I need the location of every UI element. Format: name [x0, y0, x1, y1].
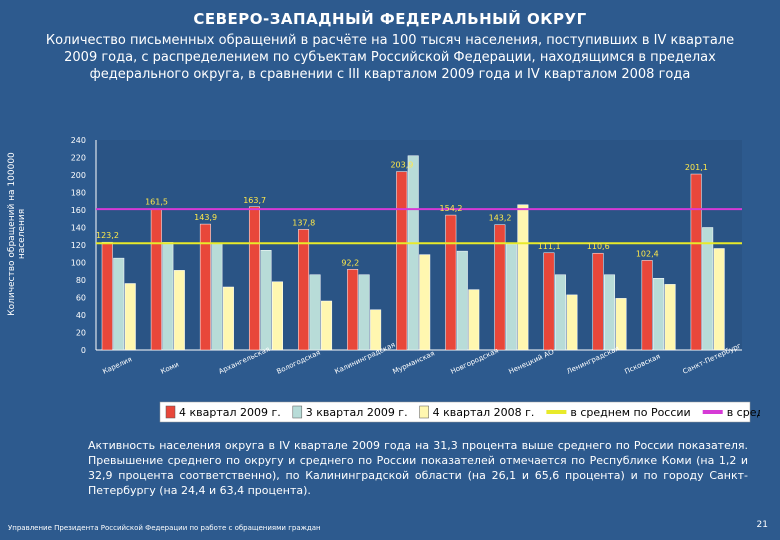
bar-2 — [162, 242, 174, 351]
bar-3 — [173, 270, 185, 351]
bar-3 — [566, 294, 578, 351]
x-tick-label: Мурманская — [391, 349, 435, 375]
bar-1 — [543, 252, 555, 351]
legend-label: в среднем по округу — [727, 406, 760, 419]
legend-label: 3 квартал 2009 г. — [306, 406, 408, 419]
bar-2 — [309, 274, 321, 351]
y-tick-label: 120 — [71, 241, 86, 250]
bar-3 — [271, 281, 283, 351]
y-tick-label: 140 — [71, 224, 86, 233]
y-tick-label: 60 — [76, 294, 86, 303]
legend-label: 4 квартал 2009 г. — [179, 406, 281, 419]
data-label: 143,9 — [194, 213, 217, 222]
data-label: 154,2 — [440, 204, 463, 213]
data-label: 143,2 — [489, 214, 512, 223]
x-tick-label: Коми — [159, 360, 180, 375]
chart-subtitle: Количество письменных обращений в расчёт… — [45, 33, 735, 82]
bar-3 — [321, 300, 333, 351]
bar-2 — [358, 274, 370, 351]
bar-2 — [211, 243, 223, 351]
data-label: 203,9 — [390, 161, 413, 170]
data-label: 137,8 — [292, 218, 315, 227]
bar-3 — [615, 298, 627, 351]
bar-3 — [517, 204, 529, 351]
data-label: 102,4 — [636, 249, 659, 258]
page-title: СЕВЕРО-ЗАПАДНЫЙ ФЕДЕРАЛЬНЫЙ ОКРУГ — [193, 10, 587, 28]
data-label: 111,1 — [538, 242, 561, 251]
bar-3 — [664, 284, 676, 351]
bar-1 — [445, 214, 457, 351]
y-tick-label: 0 — [81, 346, 86, 355]
legend-swatch — [292, 405, 303, 419]
y-tick-label: 100 — [71, 259, 86, 268]
bar-1 — [347, 269, 359, 351]
x-tick-label: Новгородская — [449, 347, 499, 376]
data-label: 201,1 — [685, 163, 708, 172]
bar-1 — [150, 208, 162, 351]
x-tick-label: Вологодская — [275, 349, 321, 376]
x-tick-label: Ненецкий АО — [507, 348, 555, 376]
bar-2 — [456, 250, 468, 351]
bar-2 — [407, 155, 419, 351]
bar-chart: 0 20 40 60 80 100 120 140 160 180 200 220 240 123,2 16… — [71, 136, 760, 423]
y-tick-label: 160 — [71, 206, 86, 215]
data-label: 161,5 — [145, 198, 168, 207]
bar-2 — [260, 250, 272, 351]
bar-1 — [690, 173, 702, 351]
y-tick-label: 180 — [71, 189, 86, 198]
y-tick-label: 200 — [71, 171, 86, 180]
y-tick-label: 20 — [76, 329, 86, 338]
bar-1 — [199, 223, 211, 351]
bar-3 — [222, 286, 234, 351]
y-axis-label: Количество обращений на 100000 населения — [7, 152, 27, 316]
bar-2 — [604, 274, 616, 351]
bar-3 — [419, 254, 431, 351]
x-tick-label: Карелия — [101, 355, 133, 375]
bar-1 — [298, 229, 310, 351]
bar-2 — [702, 227, 714, 351]
bar-1 — [248, 206, 260, 351]
page-number: 21 — [756, 520, 768, 530]
x-tick-label: Псковская — [623, 352, 661, 375]
summary-paragraph: Активность населения округа в IV квартал… — [88, 439, 748, 497]
y-tick-label: 40 — [76, 311, 86, 320]
bar-1 — [641, 260, 653, 351]
legend-line — [546, 410, 567, 414]
bar-1 — [396, 171, 408, 351]
bar-3 — [370, 309, 382, 351]
footer-text: Управление Президента Российской Федерац… — [8, 524, 321, 532]
y-tick-label: 240 — [71, 136, 86, 145]
bar-3 — [713, 248, 725, 351]
bar-2 — [113, 257, 125, 351]
legend-swatch — [419, 405, 429, 419]
y-tick-label: 80 — [76, 276, 86, 285]
bar-3 — [468, 289, 480, 351]
bar-2 — [505, 243, 517, 351]
bar-1 — [101, 241, 113, 351]
data-label: 163,7 — [243, 196, 266, 205]
bar-1 — [592, 252, 604, 351]
bar-2 — [554, 274, 566, 351]
legend-label: 4 квартал 2008 г. — [433, 406, 535, 419]
legend-box — [159, 401, 751, 423]
data-label: 110,6 — [587, 242, 610, 251]
data-label: 123,2 — [96, 231, 119, 240]
legend-swatch — [165, 405, 176, 419]
legend-line — [702, 410, 723, 414]
bar-2 — [653, 278, 665, 351]
legend-label: в среднем по России — [570, 406, 690, 419]
bar-3 — [124, 283, 136, 351]
data-label: 92,2 — [341, 258, 359, 267]
y-tick-label: 220 — [71, 154, 86, 163]
bar-1 — [494, 224, 506, 351]
